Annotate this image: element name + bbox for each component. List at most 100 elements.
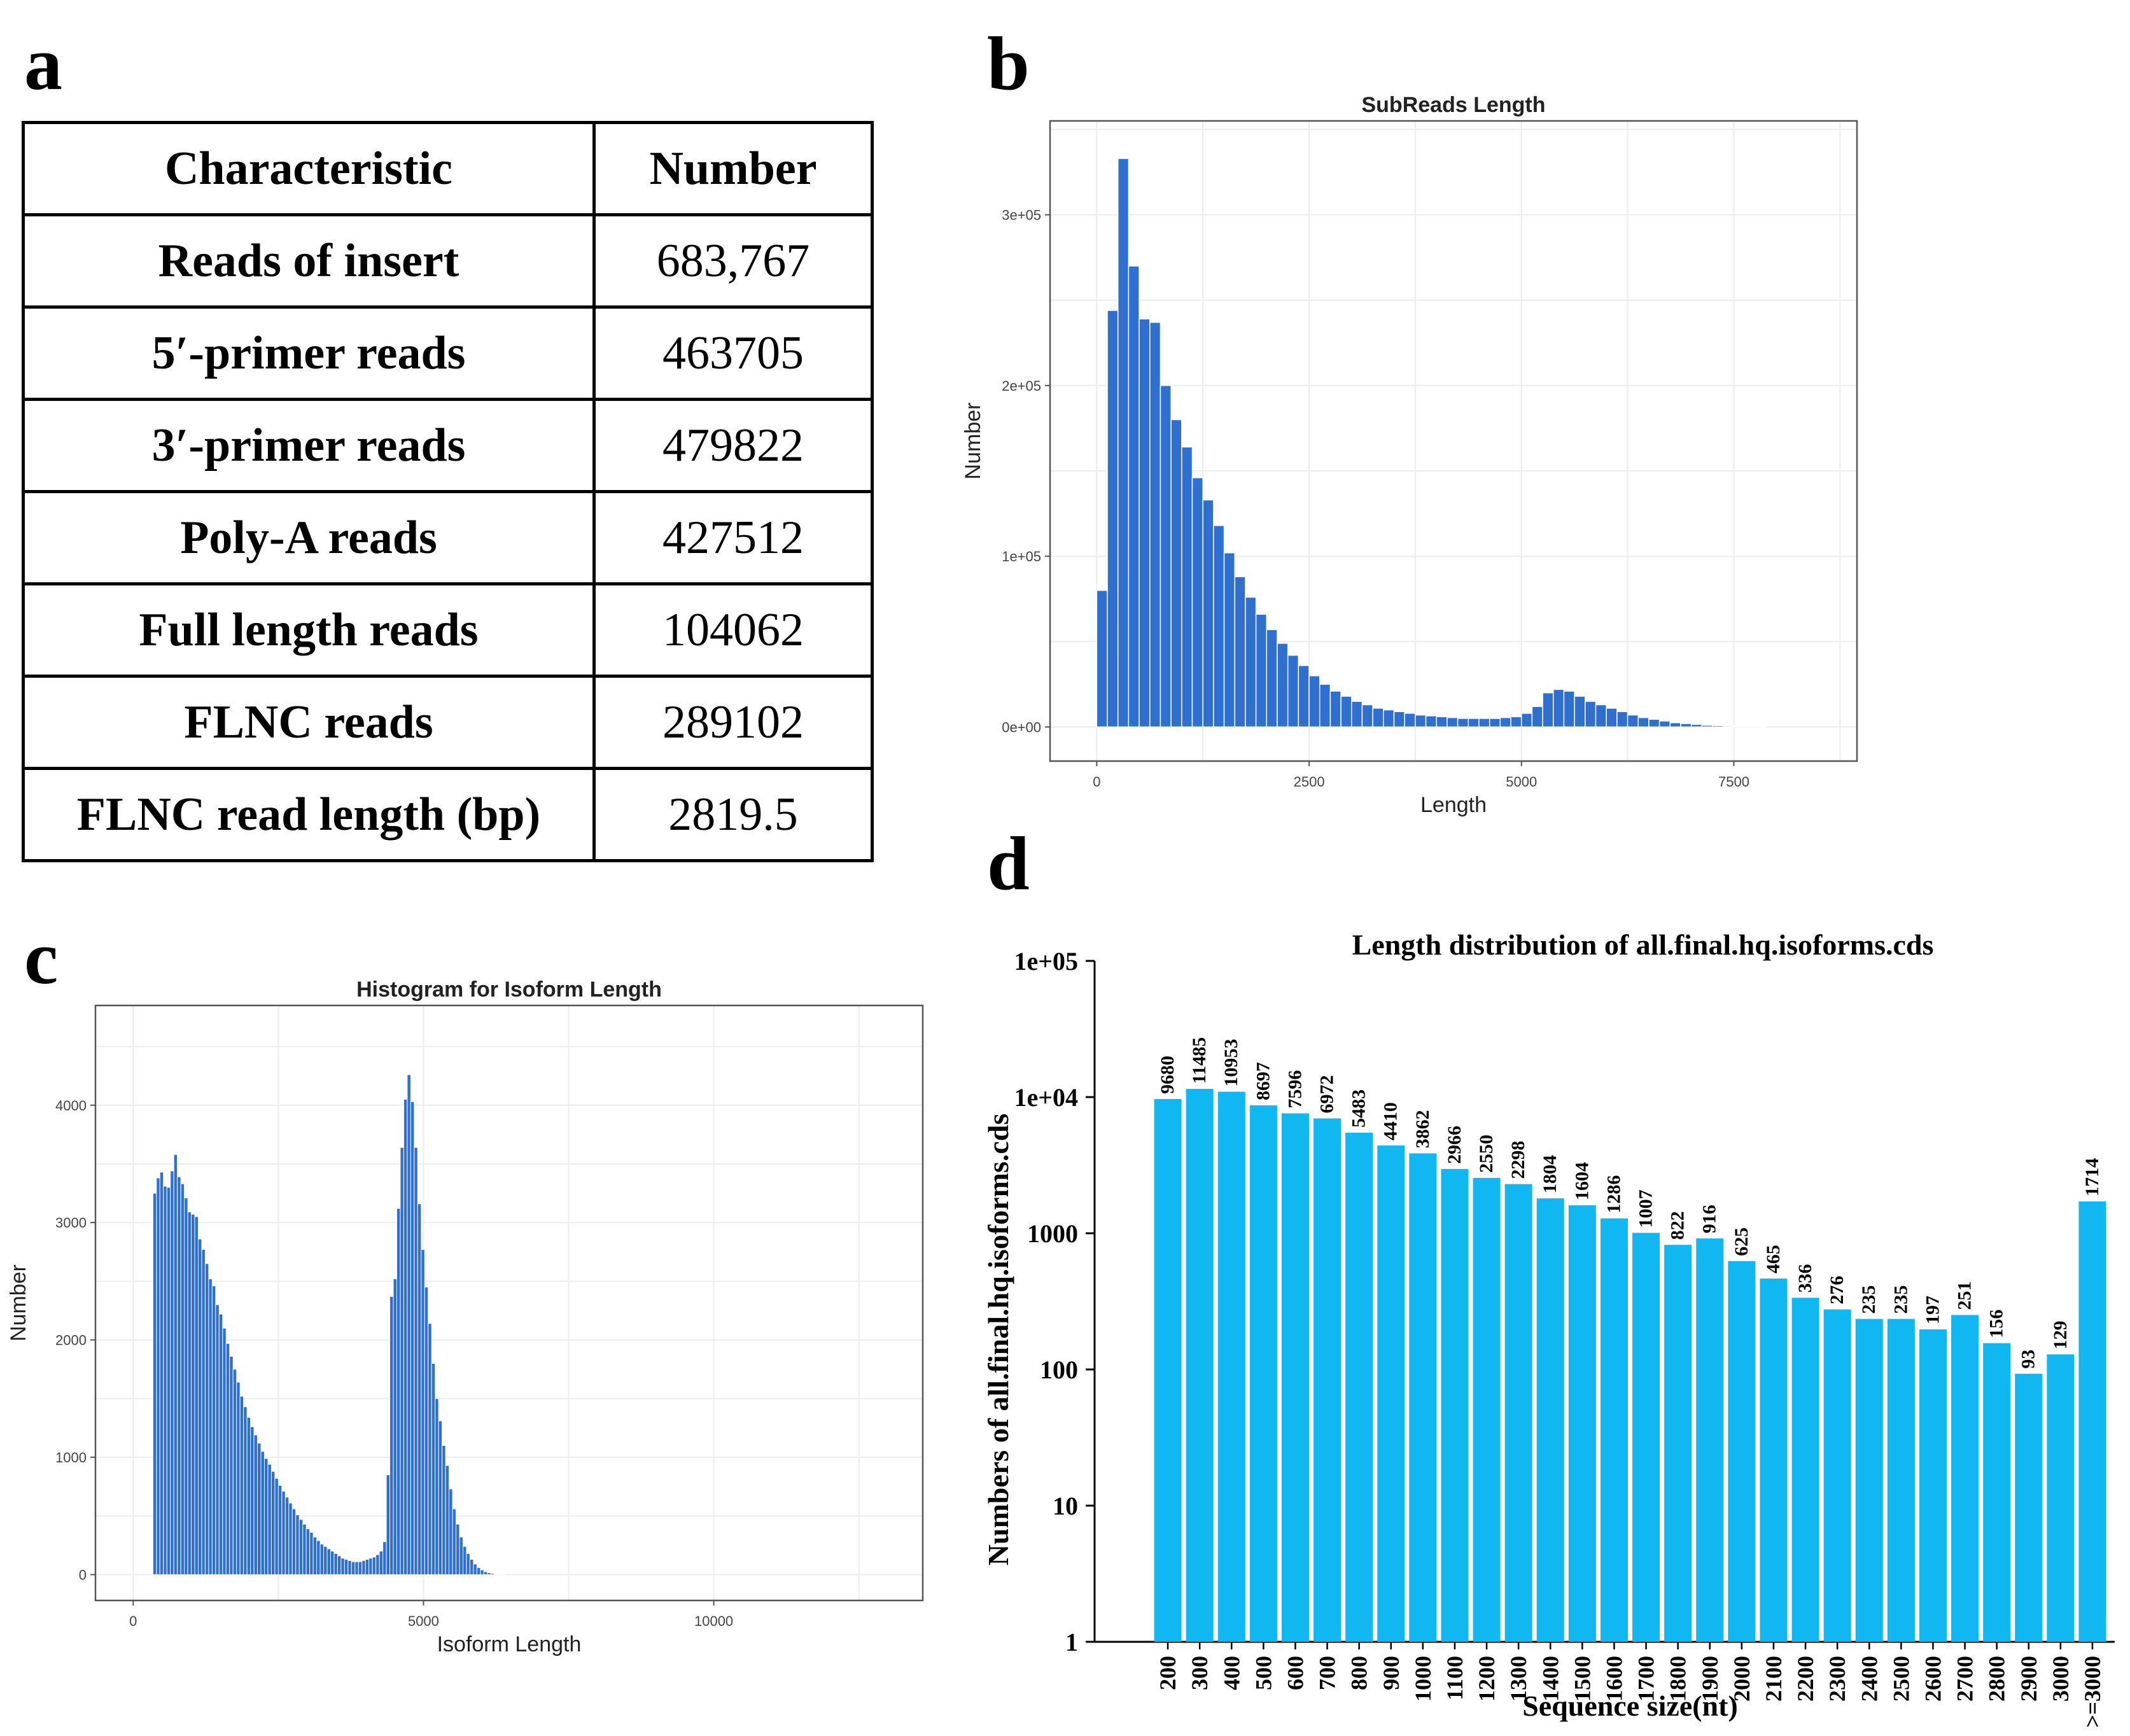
x-tick-label: 500 xyxy=(1251,1656,1276,1690)
histogram-bar xyxy=(1648,718,1660,728)
histogram-bar xyxy=(194,1216,199,1575)
data-label: 2966 xyxy=(1444,1126,1465,1164)
data-label: 235 xyxy=(1858,1285,1879,1314)
bar-200 xyxy=(1154,1099,1182,1642)
data-label: 251 xyxy=(1954,1281,1975,1310)
x-axis-label: Sequence size(nt) xyxy=(1522,1690,1738,1722)
histogram-bar xyxy=(469,1558,474,1575)
x-tick-label: 1300 xyxy=(1506,1656,1531,1702)
histogram-bar xyxy=(208,1278,213,1575)
x-tick-label: 1900 xyxy=(1697,1656,1723,1702)
histogram-bar xyxy=(1542,692,1554,728)
x-tick-label: 2500 xyxy=(1888,1656,1914,1702)
row-label: FLNC reads xyxy=(22,675,596,770)
histogram-bar xyxy=(337,1555,342,1575)
x-tick-label: 1800 xyxy=(1665,1656,1691,1702)
histogram-bar xyxy=(232,1369,237,1575)
histogram-bar xyxy=(1436,716,1448,728)
histogram-bar xyxy=(152,1193,157,1575)
bar->=3000 xyxy=(2078,1201,2106,1642)
data-label: 129 xyxy=(2050,1320,2071,1349)
histogram-bar xyxy=(1202,499,1214,728)
histogram-bar xyxy=(1499,717,1511,728)
bar-1100 xyxy=(1441,1168,1469,1642)
histogram-bar xyxy=(1277,643,1289,728)
table-row: Poly-A reads 427512 xyxy=(22,490,874,585)
x-tick-label: >=3000 xyxy=(2080,1656,2105,1728)
y-tick-label: 2000 xyxy=(55,1333,87,1348)
histogram-bar xyxy=(1563,690,1575,728)
bar-1600 xyxy=(1600,1218,1628,1642)
histogram-bar xyxy=(166,1187,171,1575)
histogram-bar xyxy=(351,1561,356,1575)
histogram-bar xyxy=(222,1327,227,1575)
histogram-bar xyxy=(462,1546,467,1575)
data-label: 156 xyxy=(1986,1310,2007,1338)
data-label: 1604 xyxy=(1571,1162,1592,1200)
histogram-bar xyxy=(344,1558,349,1575)
x-tick-label: 2900 xyxy=(2016,1656,2042,1702)
y-tick-label: 2e+05 xyxy=(1002,378,1041,394)
histogram-bar xyxy=(1223,552,1235,728)
x-tick-label: 2200 xyxy=(1793,1656,1818,1702)
histogram-bar xyxy=(1372,708,1384,728)
histogram-bar xyxy=(1361,704,1373,728)
histogram-bar xyxy=(277,1485,283,1575)
histogram-bar xyxy=(494,1574,498,1575)
histogram-bar xyxy=(1149,321,1161,728)
bar-2000 xyxy=(1728,1261,1756,1642)
histogram-bar xyxy=(403,1099,408,1575)
y-tick-label: 1e+05 xyxy=(1014,947,1078,976)
histogram-bar xyxy=(295,1514,300,1575)
x-tick-label: 2700 xyxy=(1952,1656,1978,1702)
histogram-bar xyxy=(1595,704,1607,728)
x-tick-label: 7500 xyxy=(1718,774,1749,790)
data-label: 3862 xyxy=(1412,1110,1433,1148)
histogram-bar xyxy=(284,1497,290,1575)
panel-letter-b: b xyxy=(987,21,1030,106)
data-label: 235 xyxy=(1890,1285,1911,1314)
histogram-bar xyxy=(1425,715,1437,728)
bar-1500 xyxy=(1568,1205,1596,1642)
row-label: FLNC read length (bp) xyxy=(22,767,596,862)
y-tick-label: 0e+00 xyxy=(1002,719,1041,735)
x-tick-label: 1000 xyxy=(1410,1656,1436,1702)
data-label: 276 xyxy=(1826,1276,1847,1305)
y-tick-label: 1e+04 xyxy=(1014,1083,1078,1112)
row-value: 289102 xyxy=(592,675,874,770)
histogram-bar xyxy=(250,1426,255,1575)
histogram-bar xyxy=(1478,718,1490,728)
y-tick-label: 1e+05 xyxy=(1002,549,1041,564)
histogram-bar xyxy=(191,1214,195,1575)
row-label: 5′-primer reads xyxy=(22,305,596,401)
table-row: Full length reads 104062 xyxy=(22,582,874,678)
x-tick-label: 1500 xyxy=(1569,1656,1595,1702)
table-row: 5′-primer reads 463705 xyxy=(22,305,874,401)
histogram-bar xyxy=(288,1502,293,1575)
histogram-bar xyxy=(1383,709,1395,728)
histogram-bar xyxy=(1096,589,1108,728)
histogram-bar xyxy=(163,1186,167,1575)
x-tick-label: 900 xyxy=(1378,1656,1404,1690)
histogram-bar xyxy=(1393,711,1405,728)
histogram-bar xyxy=(456,1523,460,1575)
y-axis-label: Number xyxy=(6,1264,31,1341)
histogram-bar xyxy=(1266,629,1278,728)
x-tick-label: 600 xyxy=(1282,1656,1308,1690)
histogram-bar xyxy=(305,1529,311,1575)
histogram-bar xyxy=(480,1569,484,1575)
bar-600 xyxy=(1281,1113,1309,1642)
histogram-bar xyxy=(1319,683,1331,728)
histogram-bar xyxy=(316,1540,321,1575)
histogram-bar xyxy=(417,1203,422,1575)
histogram-bar xyxy=(1520,713,1533,728)
histogram-bar xyxy=(257,1443,262,1575)
row-value: 683,767 xyxy=(592,213,874,309)
histogram-bar xyxy=(375,1554,380,1575)
histogram-bar xyxy=(393,1278,397,1575)
histogram-bar xyxy=(177,1176,181,1575)
table-row: FLNC reads 289102 xyxy=(22,675,874,770)
x-tick-label: 700 xyxy=(1315,1656,1340,1690)
data-label: 4410 xyxy=(1380,1102,1401,1140)
bar-2300 xyxy=(1823,1309,1851,1642)
